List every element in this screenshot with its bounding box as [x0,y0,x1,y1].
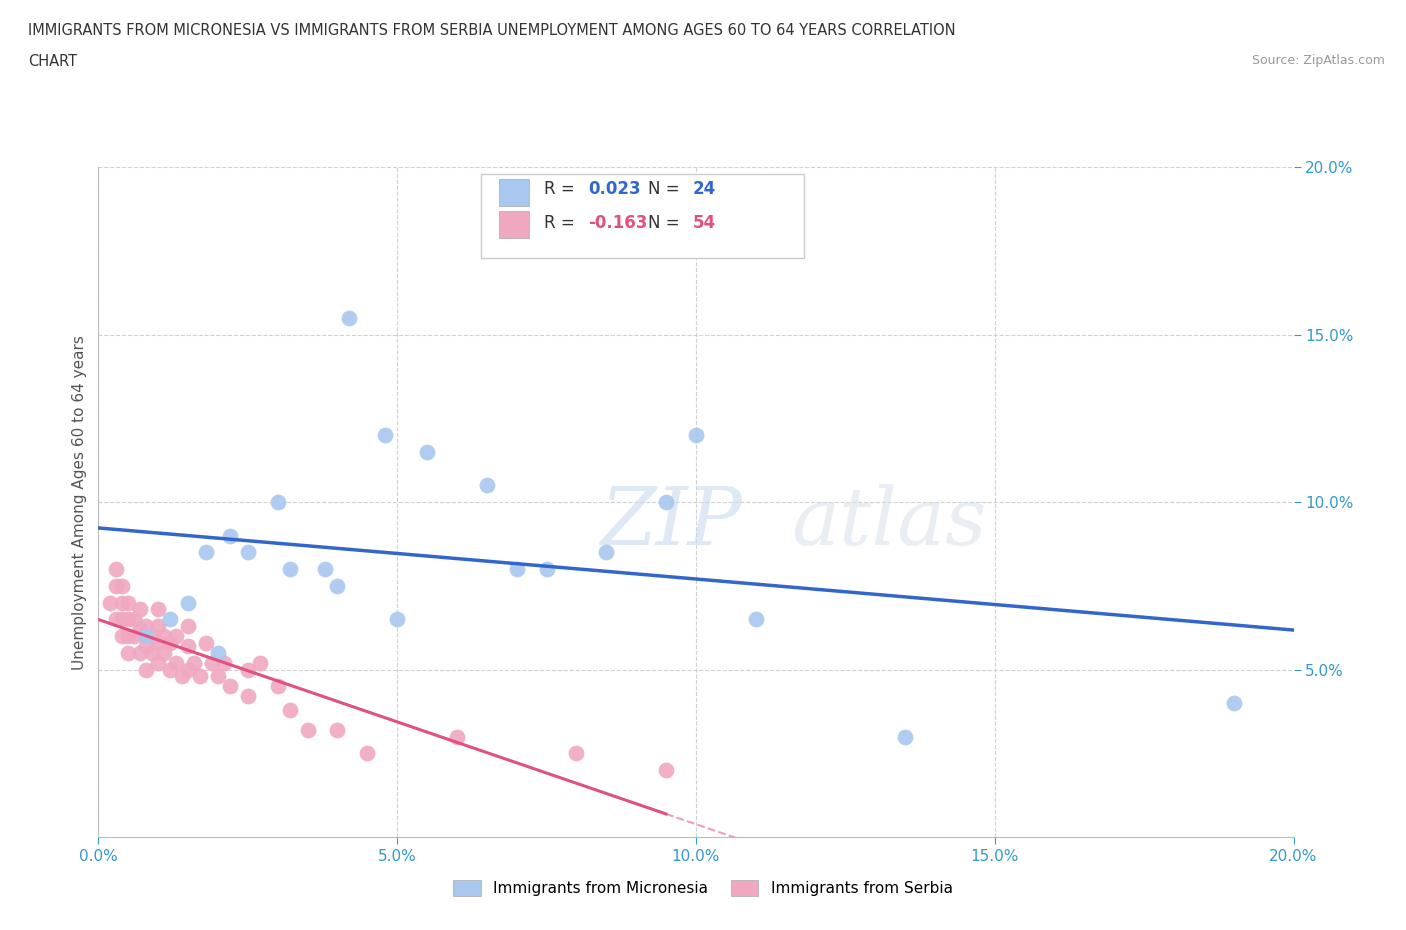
Text: Source: ZipAtlas.com: Source: ZipAtlas.com [1251,54,1385,67]
Point [172,669,194,684]
Point [177,618,200,633]
Point [374,428,396,443]
Point [745,612,768,627]
Text: 24: 24 [692,180,716,198]
Point [416,445,439,459]
Point [446,729,468,744]
Point [111,595,134,610]
Text: -0.163: -0.163 [589,214,648,232]
Point [153,629,176,644]
Point [385,612,409,627]
Text: 54: 54 [692,214,716,232]
Point [1223,696,1246,711]
Point [135,662,157,677]
Point [326,723,349,737]
Point [219,528,242,543]
Point [236,545,259,560]
Point [655,495,678,510]
Legend: Immigrants from Micronesia, Immigrants from Serbia: Immigrants from Micronesia, Immigrants f… [447,874,959,902]
Point [475,478,498,493]
Point [339,311,360,325]
Point [129,622,152,637]
Point [141,629,163,644]
Point [326,578,349,593]
Text: ZIP: ZIP [600,484,742,561]
Bar [499,179,529,206]
Point [165,656,187,671]
Point [117,645,139,660]
Point [105,612,128,627]
Point [177,595,200,610]
Point [148,618,170,633]
Text: 0.023: 0.023 [589,180,641,198]
Point [111,612,134,627]
Point [98,595,122,610]
Point [207,645,229,660]
Point [148,656,170,671]
Point [105,578,128,593]
Point [356,746,378,761]
Point [297,723,319,737]
Point [159,662,181,677]
Point [536,562,558,577]
Point [135,618,157,633]
Point [117,612,139,627]
Point [159,612,181,627]
Y-axis label: Unemployment Among Ages 60 to 64 years: Unemployment Among Ages 60 to 64 years [72,335,87,670]
Point [194,635,218,650]
Point [141,645,163,660]
Point [595,545,617,560]
Point [124,612,146,627]
Text: CHART: CHART [28,54,77,69]
Point [212,656,235,671]
Point [267,679,290,694]
Point [278,702,301,717]
Point [135,639,157,654]
Point [278,562,301,577]
Point [236,689,259,704]
Point [219,679,242,694]
Point [894,729,917,744]
Point [207,669,229,684]
Point [565,746,588,761]
Point [148,635,170,650]
Point [188,669,211,684]
Point [177,639,200,654]
Point [655,763,678,777]
Point [194,545,218,560]
Bar [499,211,529,238]
Point [124,629,146,644]
Text: N =: N = [648,214,685,232]
Point [153,645,176,660]
Point [315,562,337,577]
Point [177,662,200,677]
Text: R =: R = [544,180,581,198]
Point [201,656,224,671]
Point [159,635,181,650]
Text: atlas: atlas [792,484,987,561]
FancyBboxPatch shape [481,174,804,258]
Point [129,645,152,660]
Point [135,629,157,644]
Point [236,662,259,677]
Point [117,629,139,644]
Point [129,602,152,617]
Point [165,629,187,644]
Text: N =: N = [648,180,685,198]
Point [685,428,707,443]
Point [249,656,271,671]
Point [111,578,134,593]
Text: IMMIGRANTS FROM MICRONESIA VS IMMIGRANTS FROM SERBIA UNEMPLOYMENT AMONG AGES 60 : IMMIGRANTS FROM MICRONESIA VS IMMIGRANTS… [28,23,956,38]
Point [148,602,170,617]
Point [506,562,529,577]
Text: R =: R = [544,214,581,232]
Point [267,495,290,510]
Point [105,562,128,577]
Point [111,629,134,644]
Point [183,656,205,671]
Point [117,595,139,610]
